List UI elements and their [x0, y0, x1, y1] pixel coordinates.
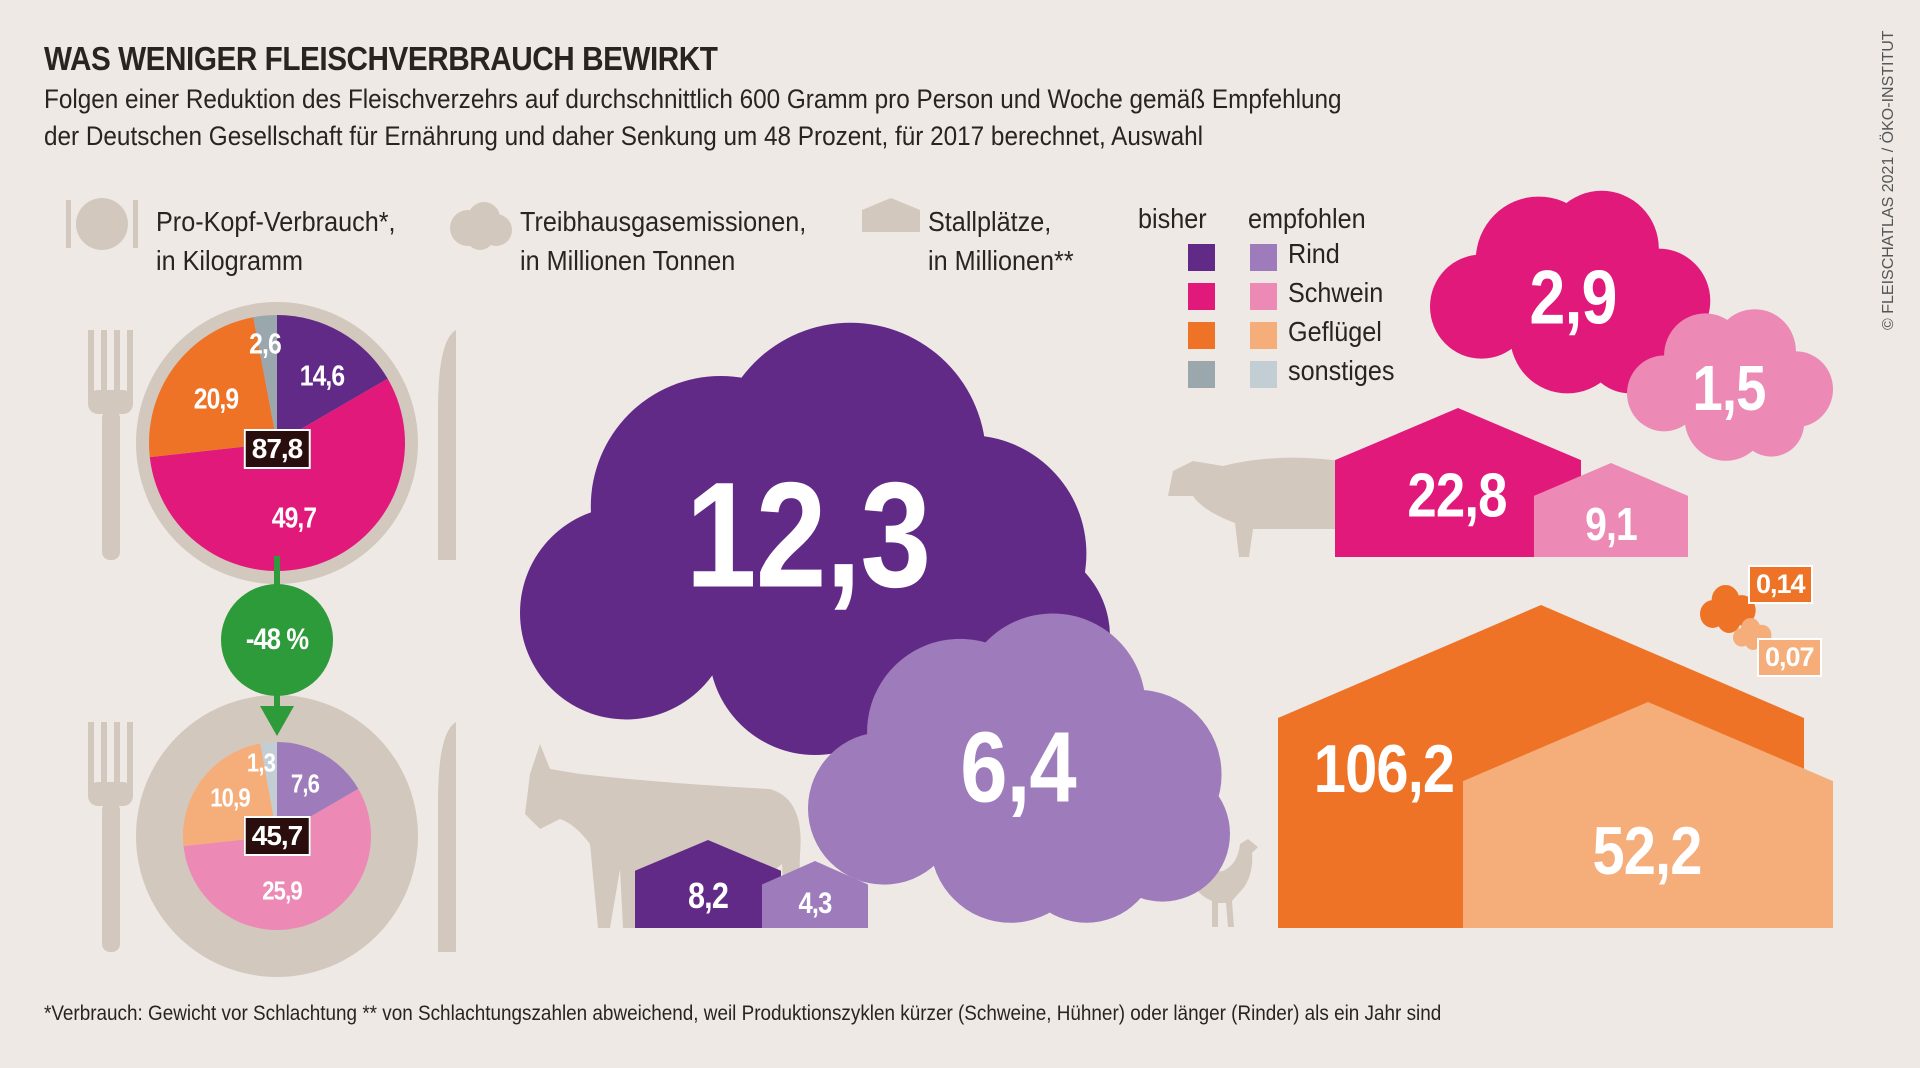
pie-label: 10,9: [210, 782, 250, 813]
page-title: WAS WENIGER FLEISCHVERBRAUCH BEWIRKT: [44, 40, 718, 77]
legend-label: Geflügel: [1288, 316, 1382, 347]
pie-slice-schwein: [183, 788, 372, 931]
stall-label: 52,2: [1592, 813, 1702, 889]
legend-consumption-line1: Pro-Kopf-Verbrauch*,: [156, 206, 396, 237]
cloud-icon: [450, 202, 512, 250]
barn-icon: [862, 198, 920, 232]
pie-label: 20,9: [193, 383, 239, 416]
legend-stalls-line2: in Millionen**: [928, 245, 1074, 276]
legend-label: Schwein: [1288, 277, 1384, 308]
knife-icon: [438, 330, 456, 560]
legend-swatch-recommended: [1250, 361, 1277, 388]
knife-icon: [438, 722, 456, 952]
legend-swatch-before: [1188, 283, 1215, 310]
plate-icon: [66, 198, 138, 250]
pie-label: 49,7: [271, 502, 317, 535]
pie-total: 87,8: [243, 429, 311, 469]
pie-label: 25,9: [262, 875, 302, 906]
subtitle-line-1: Folgen einer Reduktion des Fleischverzeh…: [44, 84, 1342, 114]
fork-icon: [88, 722, 133, 952]
pie-label: 1,3: [246, 747, 276, 778]
emission-rind-before: 12,3: [685, 450, 932, 619]
legend-consumption: Pro-Kopf-Verbrauch*, in Kilogramm: [156, 202, 396, 280]
legend-stalls-line1: Stallplätze,: [928, 206, 1052, 237]
cloud-rind-recommended: [808, 613, 1230, 923]
copyright: © FLEISCHATLAS 2021 / ÖKO-INSTITUT: [1880, 30, 1897, 330]
reduction-label: -48 %: [245, 623, 309, 656]
cow-icon: [525, 744, 801, 928]
stall-label: 8,2: [688, 875, 729, 916]
legend-emissions: Treibhausgasemissionen, in Millionen Ton…: [520, 202, 806, 280]
stall-label: 9,1: [1585, 498, 1638, 550]
pie-label: 7,6: [290, 768, 320, 799]
legend-emissions-line2: in Millionen Tonnen: [520, 245, 736, 276]
legend-col-before: bisher: [1138, 203, 1207, 234]
footnote: *Verbrauch: Gewicht vor Schlachtung ** v…: [44, 1002, 1442, 1025]
legend-stalls: Stallplätze, in Millionen**: [928, 202, 1074, 280]
pig-icon: [1168, 457, 1379, 557]
pie-slice-sonstiges: [253, 315, 277, 443]
reduction-arrow-icon: [221, 556, 333, 736]
legend-swatch-recommended: [1250, 244, 1277, 271]
emission-schwein-before: 2,9: [1529, 255, 1617, 341]
pie-total: 45,7: [243, 816, 311, 856]
legend-consumption-line2: in Kilogramm: [156, 245, 304, 276]
emission-rind-recommended: 6,4: [960, 711, 1076, 824]
legend-swatch-before: [1188, 244, 1215, 271]
legend-label: Rind: [1288, 238, 1340, 269]
stall-label: 22,8: [1407, 461, 1507, 531]
pie-slice-rind: [277, 742, 359, 836]
legend-swatch-recommended: [1250, 283, 1277, 310]
emission-schwein-recommended: 1,5: [1692, 352, 1766, 424]
cloud-schwein-recommended: [1627, 309, 1833, 461]
legend-swatch-recommended: [1250, 322, 1277, 349]
pie-slice-geflügel: [149, 317, 277, 458]
pie-slice-sonstiges: [260, 742, 277, 836]
chicken-icon: [1191, 839, 1258, 927]
legend-col-recommended: empfohlen: [1248, 203, 1366, 234]
cloud-schwein-before: [1430, 190, 1711, 394]
subtitle-line-2: der Deutschen Gesellschaft für Ernährung…: [44, 121, 1204, 151]
emission-gefluegel-before: 0,14: [1748, 565, 1813, 604]
pie-label: 2,6: [249, 328, 282, 361]
legend-label: sonstiges: [1288, 355, 1395, 386]
stall-label: 4,3: [798, 887, 833, 920]
stall-label: 106,2: [1313, 731, 1455, 807]
pie-slice-schwein: [149, 378, 405, 571]
fork-icon: [88, 330, 133, 560]
legend-swatch-before: [1188, 322, 1215, 349]
pie-label: 14,6: [299, 360, 345, 393]
pie-slice-rind: [277, 315, 388, 443]
emission-gefluegel-recommended: 0,07: [1757, 638, 1822, 677]
legend-emissions-line1: Treibhausgasemissionen,: [520, 206, 807, 237]
legend-swatch-before: [1188, 361, 1215, 388]
